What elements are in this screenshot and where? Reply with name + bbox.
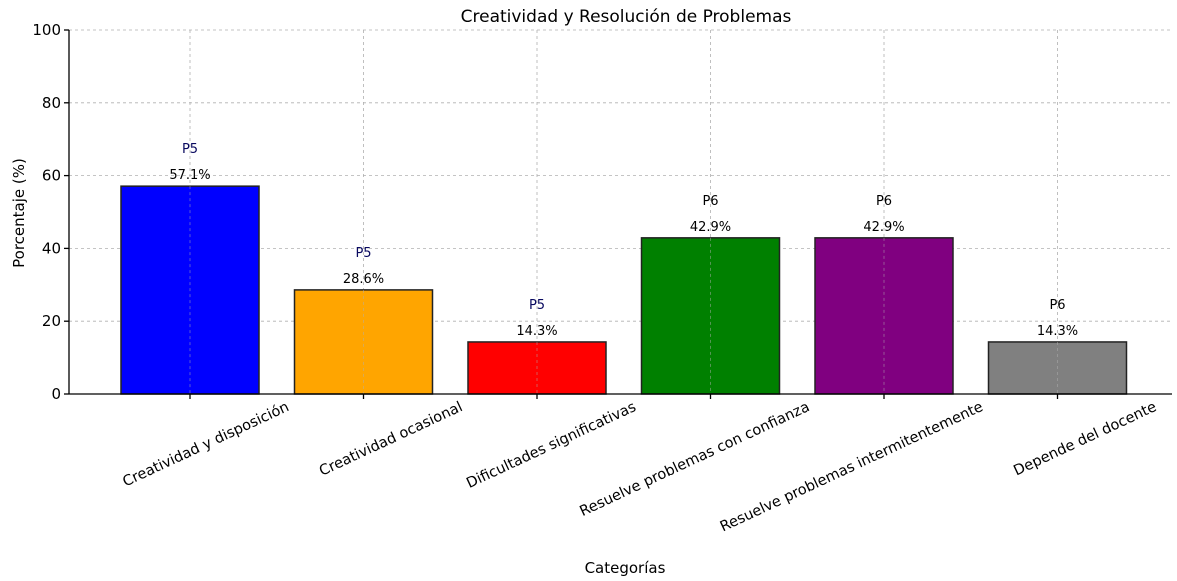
y-axis-label: Porcentaje (%) <box>10 158 28 268</box>
data-label: 42.9% <box>690 220 731 235</box>
x-tick-label: Dificultades significativas <box>464 399 639 492</box>
data-label: 14.3% <box>516 324 557 339</box>
group-label: P5 <box>529 298 545 313</box>
y-tick-label: 100 <box>32 21 61 39</box>
data-label: 28.6% <box>343 272 384 287</box>
axes-layer: 0 20 40 60 80 100 <box>32 21 1172 403</box>
data-label: 57.1% <box>169 168 210 183</box>
group-label: P5 <box>182 142 198 157</box>
bars-layer <box>120 185 1128 395</box>
x-tick-label: Depende del docente <box>1011 399 1159 479</box>
x-axis-label: Categorías <box>585 559 666 577</box>
x-tick-label: Creatividad ocasional <box>317 399 465 479</box>
data-label: 14.3% <box>1037 324 1078 339</box>
chart-title: Creatividad y Resolución de Problemas <box>461 7 792 27</box>
y-tick-label: 20 <box>42 312 61 330</box>
y-tick-label: 0 <box>51 385 61 403</box>
data-label: 42.9% <box>863 220 904 235</box>
y-tick-label: 80 <box>42 94 61 112</box>
group-label: P6 <box>876 194 892 209</box>
group-label: P6 <box>1049 298 1065 313</box>
group-label: P5 <box>355 246 371 261</box>
y-tick-label: 60 <box>42 167 61 185</box>
bar <box>293 289 434 395</box>
labels-layer: 57.1% P5 Creatividad y disposición 28.6% P5 C… <box>120 142 1159 535</box>
x-tick-label: Creatividad y disposición <box>120 399 291 490</box>
x-tick-label: Resuelve problemas intermitentemente <box>718 399 986 535</box>
y-tick-label: 40 <box>42 239 61 257</box>
group-label: P6 <box>702 194 718 209</box>
